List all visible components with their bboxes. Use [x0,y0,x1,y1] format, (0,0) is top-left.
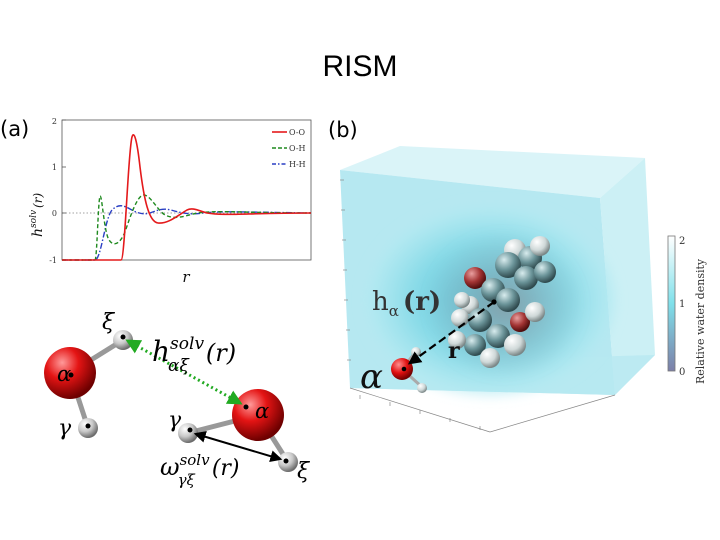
y-tick-label: 1 [52,163,57,172]
water-hydrogen [417,383,427,393]
r-vector-arrow [407,301,495,365]
alpha-label-left: α [57,362,71,386]
xi-label-right: ξ [297,459,311,484]
legend-label-h-h: H-H [289,160,306,169]
solute-oxygen [510,312,530,332]
y-tick-label: -1 [49,256,57,265]
gamma-label-right: γ [168,408,182,433]
colorbar-tick: 2 [679,236,685,247]
site-site-diagram: α ξ γ α γ ξ hsolv αξ (r) ωsolv γξ (r) [44,310,311,489]
colorbar-tick: 0 [679,367,685,378]
legend-label-o-o: O-O [289,128,306,137]
h-correlation-arrow [125,339,243,405]
alpha-site-label: α [360,357,383,397]
solvent-correlation-chart: 2 1 0 -1 O-O O-H H-H hsolv(r) r [29,117,312,286]
y-tick-label: 2 [52,117,57,126]
chart-plot-area [61,119,312,261]
solute-molecule [448,236,556,368]
slide-title: RISM [322,50,398,83]
r-vector-label: r [448,338,460,364]
box-top-face [340,146,645,198]
colorbar-title: Relative water density [694,258,707,384]
y-tick-label: 0 [52,209,57,218]
alpha-label-right: α [255,399,269,423]
solute-oxygen [464,267,486,289]
y-axis-label: hsolv(r) [29,193,46,237]
box-axis-ticks [340,179,481,430]
solvation-density-box: hα (r) r α 2 1 0 Relative water density [340,146,707,433]
h-alpha-r-label: hα (r) [372,287,441,320]
panel-a-label: (a) [0,117,30,141]
h-alpha-xi-label: hsolv αξ (r) [152,334,236,376]
colorbar-tick: 1 [679,299,685,310]
xi-label-left: ξ [102,310,116,335]
omega-correlation-arrow [193,430,283,463]
box-side-face [600,158,655,395]
gamma-label-left: γ [58,416,72,441]
hydrogen-atom-xi-left [113,330,133,350]
hydrogen-atom-gamma-right [178,423,198,443]
legend-label-o-h: O-H [289,144,306,153]
oxygen-atom-right [232,389,284,441]
x-axis-label: r [182,268,190,286]
series-line-o-o [62,134,312,261]
density-colorbar [667,235,676,372]
omega-gamma-xi-label: ωsolv γξ (r) [160,451,240,489]
panel-b-label: (b) [328,118,358,142]
